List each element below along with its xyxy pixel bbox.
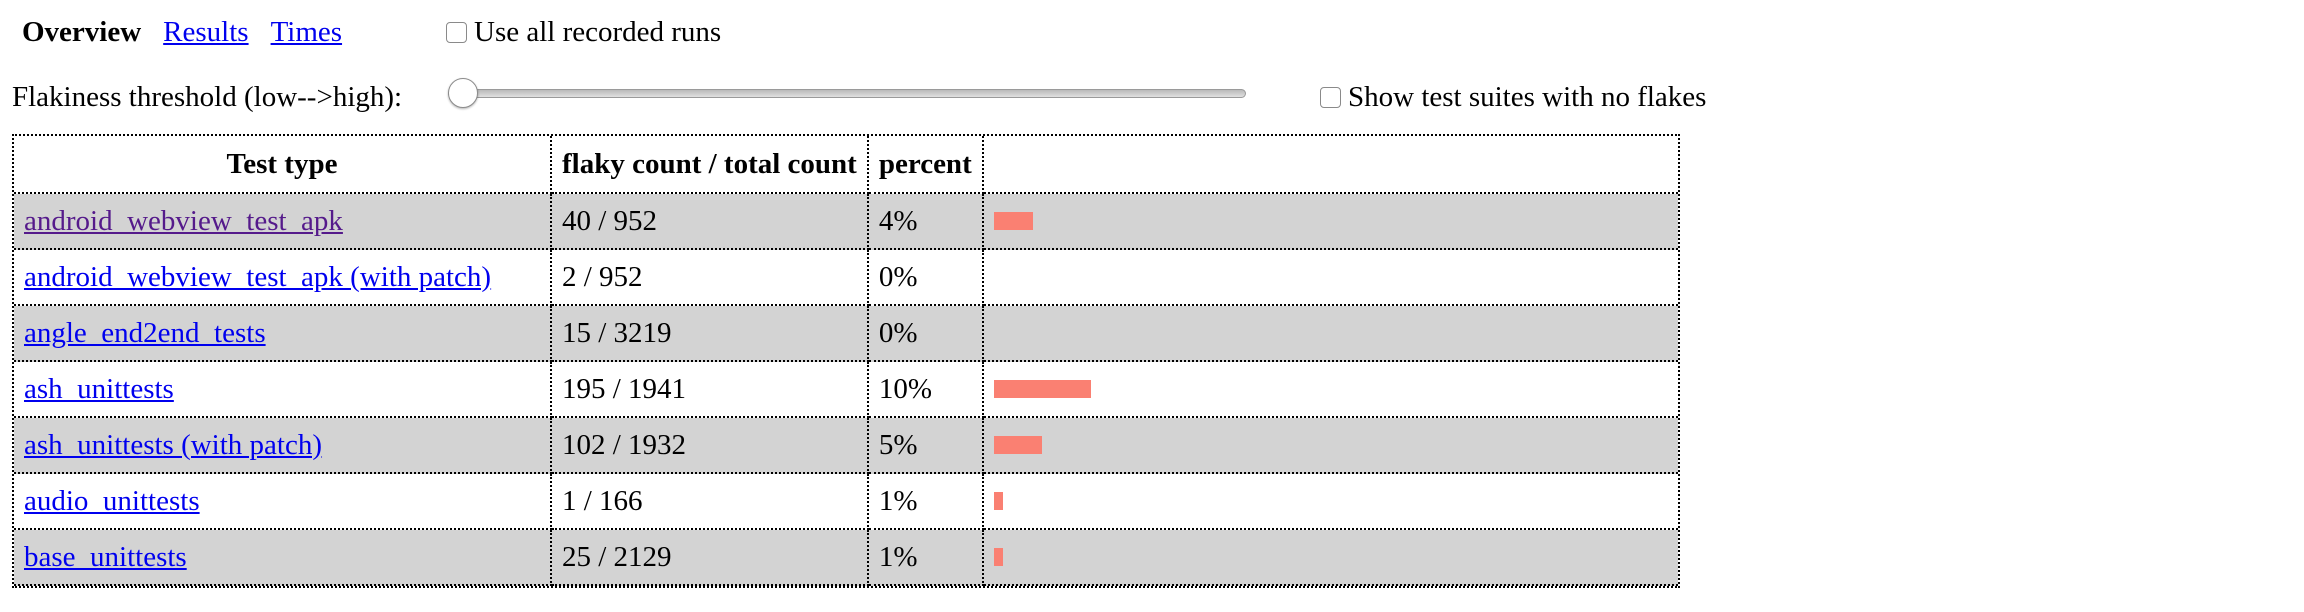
threshold-label: Flakiness threshold (low-->high): bbox=[12, 80, 403, 113]
header-percent: percent bbox=[868, 136, 984, 194]
table-row: ash_unittests (with patch) 102 / 1932 5% bbox=[14, 418, 1678, 474]
header-test-type: Test type bbox=[14, 136, 552, 194]
test-suite-link[interactable]: angle_end2end_tests bbox=[24, 316, 266, 349]
cell-test-type: angle_end2end_tests bbox=[14, 306, 552, 362]
nav-overview-current: Overview bbox=[22, 15, 142, 48]
use-all-runs-option[interactable]: Use all recorded runs bbox=[446, 10, 721, 54]
cell-flaky-count: 195 / 1941 bbox=[552, 362, 869, 418]
cell-bar bbox=[983, 418, 1678, 474]
test-suite-link[interactable]: audio_unittests bbox=[24, 484, 200, 517]
table-row: audio_unittests 1 / 166 1% bbox=[14, 474, 1678, 530]
top-nav: Overview Results Times bbox=[22, 10, 364, 54]
cell-flaky-count: 2 / 952 bbox=[552, 250, 869, 306]
cell-flaky-count: 15 / 3219 bbox=[552, 306, 869, 362]
cell-percent: 10% bbox=[868, 362, 984, 418]
nav-link-times[interactable]: Times bbox=[270, 15, 343, 48]
table-row: base_unittests 25 / 2129 1% bbox=[14, 530, 1678, 586]
cell-test-type: audio_unittests bbox=[14, 474, 552, 530]
table-row: angle_end2end_tests 15 / 3219 0% bbox=[14, 306, 1678, 362]
test-suite-link[interactable]: ash_unittests (with patch) bbox=[24, 428, 323, 461]
test-suite-link[interactable]: android_webview_test_apk bbox=[24, 204, 343, 237]
cell-bar bbox=[983, 474, 1678, 530]
use-all-runs-checkbox[interactable] bbox=[446, 21, 467, 43]
slider-track[interactable] bbox=[448, 89, 1246, 98]
flakiness-table: Test type flaky count / total count perc… bbox=[12, 134, 1680, 588]
flakiness-bar bbox=[993, 436, 1043, 454]
cell-test-type: base_unittests bbox=[14, 530, 552, 586]
test-suite-link[interactable]: android_webview_test_apk (with patch) bbox=[24, 260, 492, 293]
cell-percent: 0% bbox=[868, 306, 984, 362]
cell-bar bbox=[983, 530, 1678, 586]
cell-bar bbox=[983, 362, 1678, 418]
threshold-row: Flakiness threshold (low-->high): bbox=[12, 76, 402, 118]
cell-test-type: ash_unittests (with patch) bbox=[14, 418, 552, 474]
flakiness-bar bbox=[993, 380, 1091, 398]
cell-percent: 1% bbox=[868, 530, 984, 586]
cell-flaky-count: 102 / 1932 bbox=[552, 418, 869, 474]
cell-percent: 0% bbox=[868, 250, 984, 306]
cell-percent: 1% bbox=[868, 474, 984, 530]
cell-flaky-count: 25 / 2129 bbox=[552, 530, 869, 586]
cell-percent: 4% bbox=[868, 194, 984, 250]
table-row: android_webview_test_apk 40 / 952 4% bbox=[14, 194, 1678, 250]
nav-link-results[interactable]: Results bbox=[163, 15, 249, 48]
use-all-runs-label: Use all recorded runs bbox=[474, 15, 722, 48]
cell-bar bbox=[983, 250, 1678, 306]
table-header-row: Test type flaky count / total count perc… bbox=[14, 136, 1678, 194]
cell-flaky-count: 40 / 952 bbox=[552, 194, 869, 250]
table-row: android_webview_test_apk (with patch) 2 /… bbox=[14, 250, 1678, 306]
cell-bar bbox=[983, 194, 1678, 250]
show-no-flakes-label: Show test suites with no flakes bbox=[1348, 80, 1707, 113]
header-flaky-count: flaky count / total count bbox=[552, 136, 869, 194]
slider-thumb-handle[interactable] bbox=[448, 78, 478, 108]
flakiness-threshold-slider[interactable] bbox=[448, 77, 1246, 109]
table-body: android_webview_test_apk 40 / 952 4% androi… bbox=[14, 194, 1678, 586]
test-suite-link[interactable]: ash_unittests bbox=[24, 372, 174, 405]
flakiness-bar bbox=[993, 212, 1033, 230]
cell-percent: 5% bbox=[868, 418, 984, 474]
cell-bar bbox=[983, 306, 1678, 362]
cell-test-type: android_webview_test_apk bbox=[14, 194, 552, 250]
flakiness-bar bbox=[993, 492, 1004, 510]
show-no-flakes-checkbox[interactable] bbox=[1320, 86, 1341, 108]
cell-test-type: ash_unittests bbox=[14, 362, 552, 418]
flakiness-bar bbox=[993, 548, 1004, 566]
table-row: ash_unittests 195 / 1941 10% bbox=[14, 362, 1678, 418]
test-suite-link[interactable]: base_unittests bbox=[24, 540, 187, 573]
header-bar bbox=[983, 136, 1678, 194]
cell-test-type: android_webview_test_apk (with patch) bbox=[14, 250, 552, 306]
show-no-flakes-option[interactable]: Show test suites with no flakes bbox=[1320, 76, 1706, 118]
cell-flaky-count: 1 / 166 bbox=[552, 474, 869, 530]
